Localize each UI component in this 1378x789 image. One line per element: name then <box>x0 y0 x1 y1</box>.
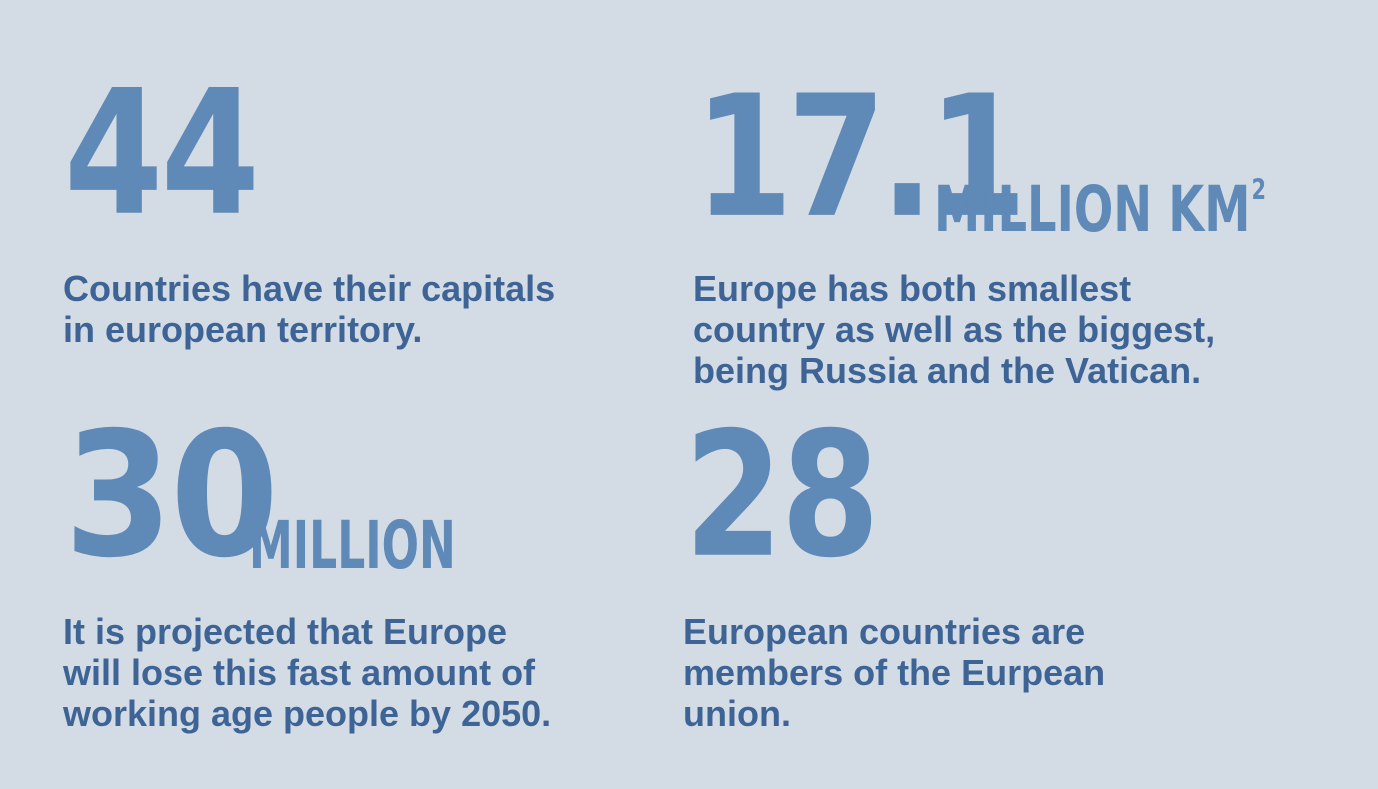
description-line: members of the Eurpean <box>683 652 1106 693</box>
stat-number: 17.1 <box>694 60 1027 256</box>
stat-description: Countries have their capitals in europea… <box>63 268 555 350</box>
description-line: will lose this fast amount of <box>63 652 536 693</box>
stat-unit-text: MILLION KM <box>934 172 1251 246</box>
stat-number: 28 <box>684 395 880 596</box>
stat-description: It is projected that Europe will lose th… <box>63 611 551 734</box>
description-line: Countries have their capitals <box>63 268 556 309</box>
description-line: being Russia and the Vatican. <box>693 350 1202 391</box>
description-line: European countries are <box>683 611 1086 652</box>
description-line: Europe has both smallest <box>693 268 1132 309</box>
stat-unit: MILLION KM2 <box>934 176 1266 241</box>
stat-unit-superscript: 2 <box>1251 174 1267 207</box>
stat-number: 30 <box>64 395 279 596</box>
description-line: It is projected that Europe <box>63 611 508 652</box>
stat-description: European countries are members of the Eu… <box>683 611 1105 734</box>
stat-description: Europe has both smallest country as well… <box>693 268 1215 391</box>
description-line: in european territory. <box>63 309 423 350</box>
description-line: country as well as the biggest, <box>693 309 1216 350</box>
stat-number: 44 <box>64 53 260 254</box>
description-line: working age people by 2050. <box>63 693 552 734</box>
stat-unit: MILLION <box>249 507 456 584</box>
description-line: union. <box>683 693 791 734</box>
